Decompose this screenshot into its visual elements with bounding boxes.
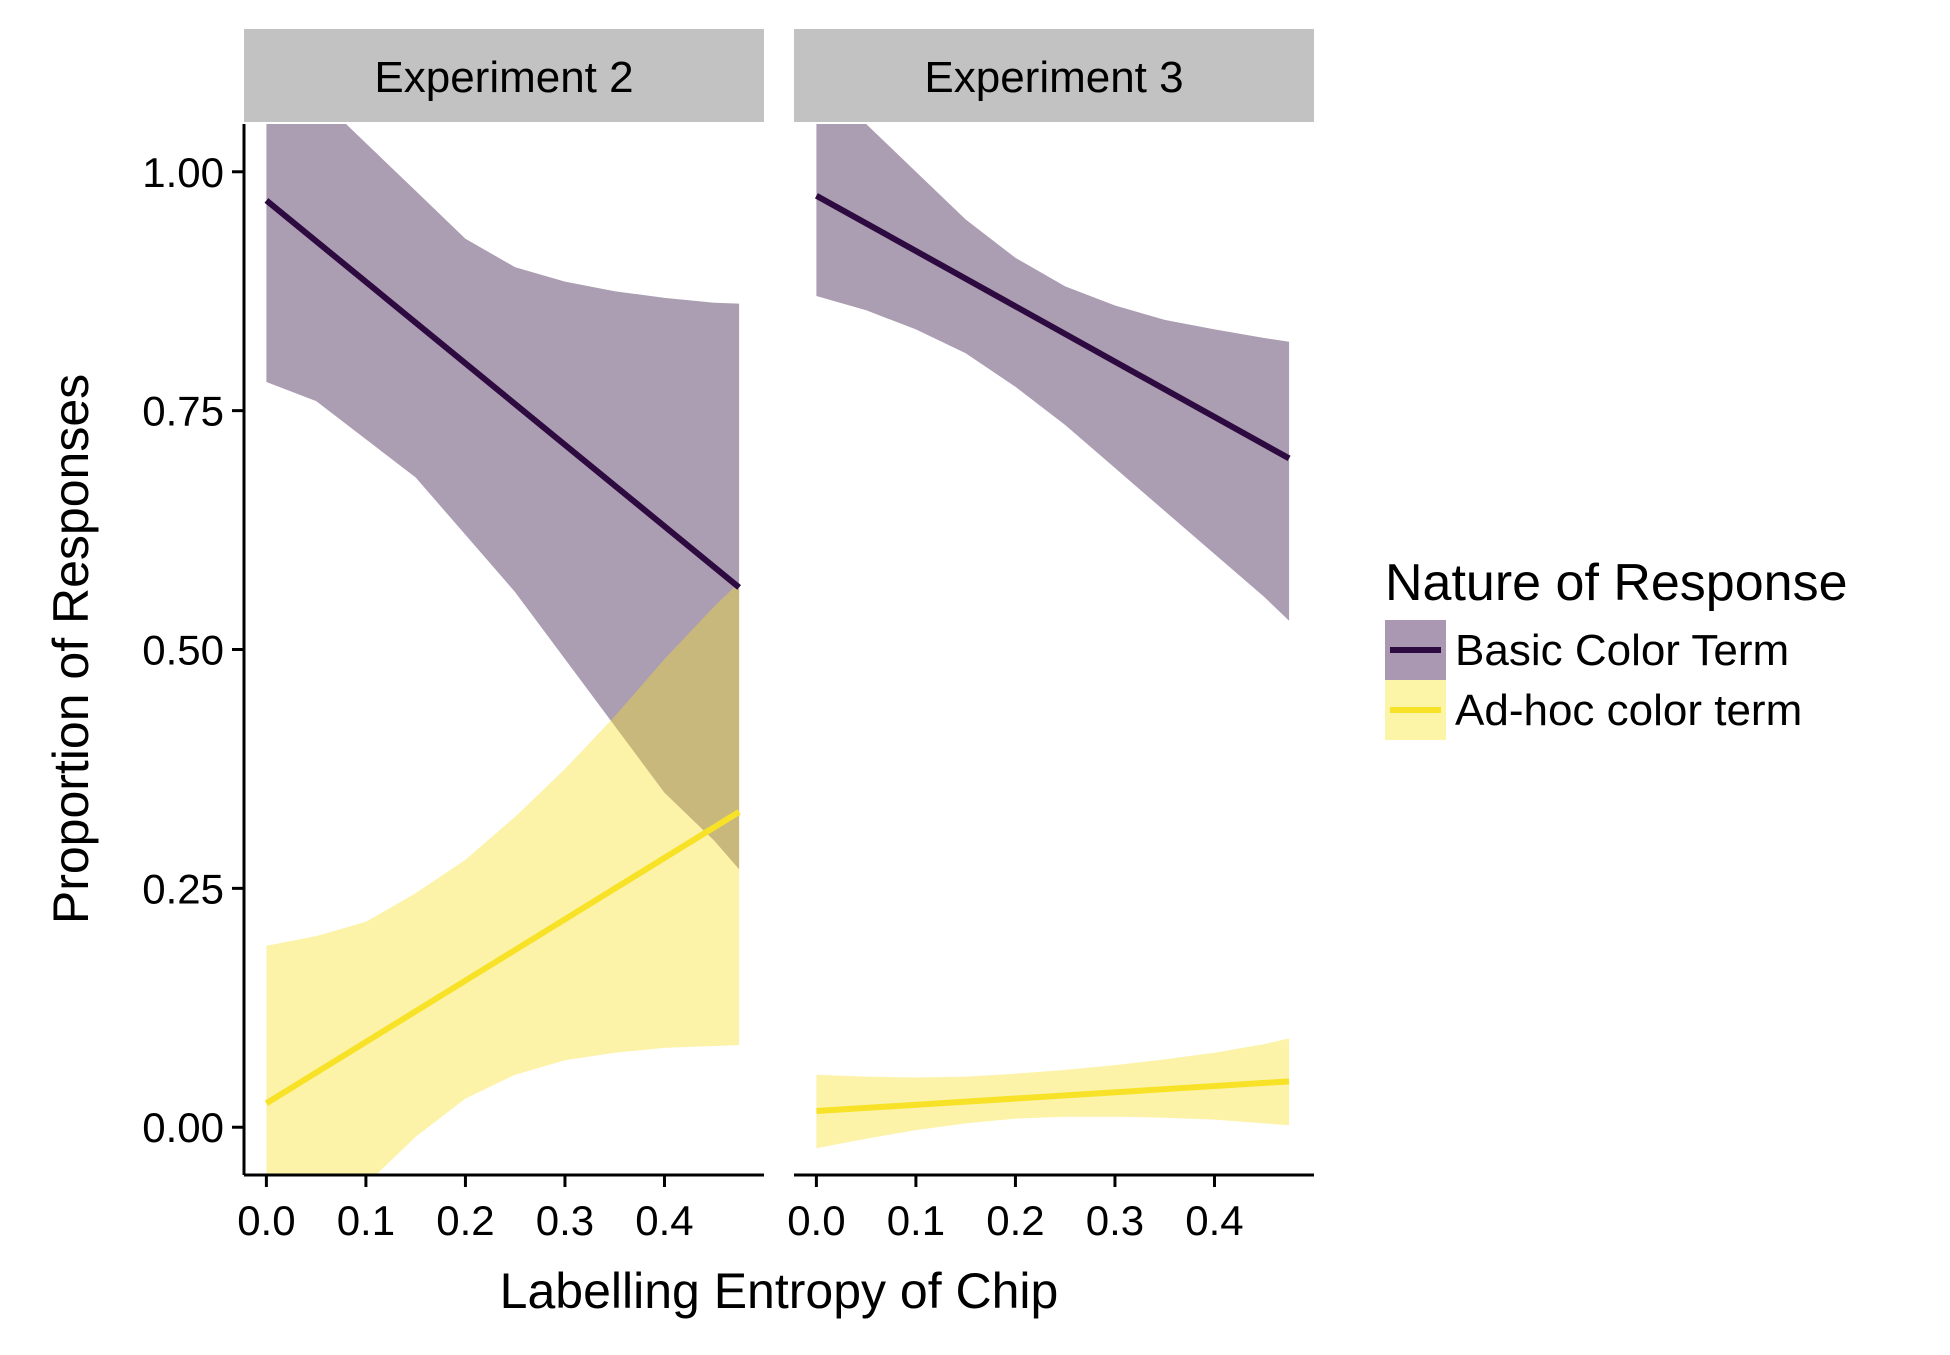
y-tick-label: 1.00 xyxy=(142,149,224,196)
y-tick-label: 0.75 xyxy=(142,388,224,435)
facet-strip-2 xyxy=(794,29,1314,122)
legend-label: Basic Color Term xyxy=(1455,626,1789,675)
x-tick-label: 0.2 xyxy=(436,1197,494,1244)
legend-title: Nature of Response xyxy=(1385,554,1848,612)
x-tick-label: 0.0 xyxy=(787,1197,845,1244)
y-tick-label: 0.00 xyxy=(142,1104,224,1151)
y-tick-label: 0.50 xyxy=(142,627,224,674)
fit-line-basic xyxy=(264,198,742,590)
fit-line-adhoc xyxy=(816,1078,1290,1114)
facet-strip-1 xyxy=(244,29,764,122)
confidence-band-basic xyxy=(816,124,1290,621)
facet-strip-label: Experiment 2 xyxy=(374,53,633,102)
y-tick-label: 0.25 xyxy=(142,865,224,912)
y-axis-title: Proportion of Responses xyxy=(43,374,99,924)
x-tick-label: 0.1 xyxy=(887,1197,945,1244)
confidence-band-adhoc xyxy=(266,582,740,1175)
fit-line-basic xyxy=(814,193,1291,462)
x-tick-label: 0.2 xyxy=(986,1197,1044,1244)
x-axis-title: Labelling Entropy of Chip xyxy=(500,1263,1059,1319)
confidence-band-basic xyxy=(266,124,740,870)
x-tick-label: 0.3 xyxy=(536,1197,594,1244)
legend-label: Ad-hoc color term xyxy=(1455,686,1802,735)
facet-strip-label: Experiment 3 xyxy=(924,53,1183,102)
fit-line-adhoc xyxy=(264,809,741,1106)
x-tick-label: 0.0 xyxy=(237,1197,295,1244)
x-tick-label: 0.1 xyxy=(337,1197,395,1244)
x-tick-label: 0.4 xyxy=(635,1197,693,1244)
x-tick-label: 0.4 xyxy=(1185,1197,1243,1244)
x-tick-label: 0.3 xyxy=(1086,1197,1144,1244)
